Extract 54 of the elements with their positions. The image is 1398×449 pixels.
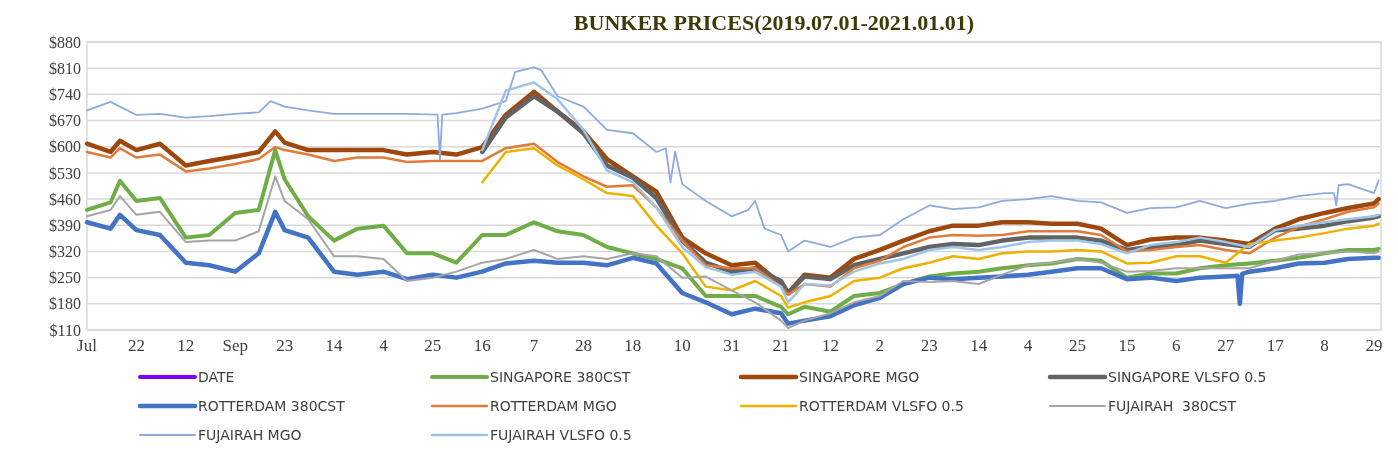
x-tick-label: 25 [1069, 336, 1086, 355]
x-tick-label: 23 [276, 336, 294, 355]
legend-label: SINGAPORE MGO [799, 368, 920, 385]
y-tick-label: $530 [49, 164, 81, 182]
legend-label: ROTTERDAM 380CST [198, 397, 346, 414]
x-tick-label: 15 [1118, 336, 1136, 355]
legend-label: ROTTERDAM MGO [490, 397, 617, 414]
y-tick-label: $740 [49, 85, 81, 103]
x-tick-label: 12 [821, 336, 839, 355]
y-tick-label: $460 [49, 190, 81, 208]
y-tick-label: $250 [49, 269, 81, 287]
y-tick-label: $180 [49, 295, 81, 313]
y-tick-label: $390 [49, 216, 81, 234]
x-tick-label: 2 [875, 336, 885, 355]
x-tick-label: 8 [1320, 336, 1329, 355]
legend-label: FUJAIRAH VLSFO 0.5 [490, 426, 632, 443]
chart-title: BUNKER PRICES(2019.07.01-2021.01.01) [573, 10, 975, 35]
line-series [84, 209, 1381, 326]
y-tick-label: $670 [49, 112, 81, 130]
x-tick-label: 4 [379, 336, 389, 355]
y-tick-label: $600 [49, 138, 81, 156]
y-tick-label: $880 [49, 33, 81, 51]
y-tick-label: $320 [49, 243, 81, 261]
x-tick-label: 12 [177, 336, 195, 355]
line-series [86, 175, 1380, 330]
x-tick-label: 22 [127, 336, 145, 355]
legend-label: FUJAIRAH MGO [198, 426, 302, 443]
x-tick-label: 25 [424, 336, 442, 355]
y-tick-label: $810 [49, 59, 81, 77]
x-tick-label: 14 [325, 336, 344, 355]
legend-label: SINGAPORE VLSFO 0.5 [1108, 368, 1267, 385]
line-series [86, 66, 1380, 253]
x-tick-label: 29 [1365, 336, 1383, 355]
x-tick-label: 27 [1217, 336, 1235, 355]
x-tick-label: 14 [970, 336, 988, 355]
x-tick-label: 16 [473, 336, 491, 355]
x-tick-label: Sep [222, 336, 248, 355]
x-tick-label: 28 [574, 336, 592, 355]
x-tick-label: 4 [1023, 336, 1033, 355]
y-tick-label: $110 [49, 321, 81, 339]
x-tick-label: 31 [723, 336, 741, 355]
x-tick-label: 23 [920, 336, 938, 355]
line-series [481, 146, 1380, 309]
x-tick-label: Jul [77, 336, 98, 355]
x-tick-label: 17 [1266, 336, 1285, 355]
legend-label: FUJAIRAH 380CST [1108, 397, 1237, 414]
x-tick-label: 7 [529, 336, 539, 355]
x-tick-label: 21 [772, 336, 790, 355]
x-tick-label: 10 [673, 336, 691, 355]
legend-label: ROTTERDAM VLSFO 0.5 [799, 397, 964, 414]
x-tick-label: 6 [1172, 336, 1181, 355]
legend-label: SINGAPORE 380CST [490, 368, 631, 385]
legend-label: DATE [198, 368, 235, 385]
x-tick-label: 18 [624, 336, 642, 355]
